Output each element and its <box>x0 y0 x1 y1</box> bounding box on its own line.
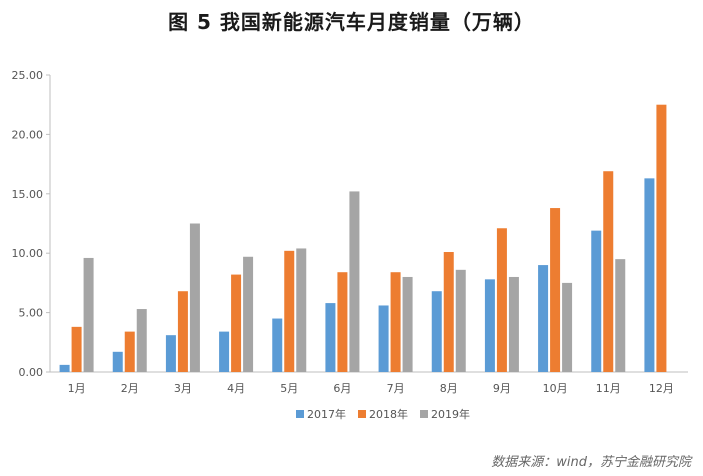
bar-2017年-5月 <box>272 318 283 372</box>
y-tick-label: 25.00 <box>12 69 44 82</box>
bar-2018年-10月 <box>550 208 561 372</box>
bar-2019年-7月 <box>402 276 413 372</box>
bar-2018年-9月 <box>496 228 507 372</box>
bar-2019年-9月 <box>508 276 519 372</box>
x-tick-label: 12月 <box>649 382 674 395</box>
bar-2017年-8月 <box>431 291 442 372</box>
source-note: 数据来源：wind，苏宁金融研究院 <box>491 455 691 470</box>
bar-2018年-7月 <box>390 272 401 372</box>
bar-2019年-2月 <box>136 309 147 372</box>
bar-2018年-8月 <box>443 252 454 372</box>
bar-2019年-3月 <box>189 223 200 372</box>
legend: 2017年 2018年 2019年 <box>296 407 470 421</box>
bar-2017年-2月 <box>112 351 123 372</box>
x-axis: 1月 2月 3月 4月 5月 6月 7月 8月 9月 10月 11月 12月 <box>50 371 688 395</box>
bar-2018年-2月 <box>124 331 135 372</box>
bar-2017年-7月 <box>378 305 389 372</box>
legend-swatch <box>296 410 304 418</box>
y-tick-label: 0.00 <box>19 366 44 379</box>
bar-2018年-5月 <box>284 250 295 372</box>
bar-2019年-5月 <box>296 248 307 372</box>
bar-2018年-12月 <box>656 104 667 372</box>
bar-2018年-3月 <box>177 291 188 372</box>
x-tick-label: 3月 <box>174 382 192 395</box>
bars <box>59 104 667 372</box>
chart-title: 图 5 我国新能源汽车月度销量（万辆） <box>168 10 535 34</box>
bar-2019年-10月 <box>562 282 573 372</box>
x-tick-label: 11月 <box>596 382 621 395</box>
bar-2017年-1月 <box>59 364 70 372</box>
bar-2017年-9月 <box>484 279 495 372</box>
bar-2017年-4月 <box>219 331 230 372</box>
bar-2019年-6月 <box>349 191 360 372</box>
x-tick-label: 9月 <box>493 382 511 395</box>
x-tick-label: 4月 <box>227 382 245 395</box>
legend-swatch <box>358 410 366 418</box>
x-tick-label: 5月 <box>280 382 298 395</box>
bar-2017年-12月 <box>644 178 655 372</box>
y-tick-label: 15.00 <box>12 188 44 201</box>
bar-2017年-6月 <box>325 303 336 372</box>
bar-2017年-3月 <box>165 335 176 372</box>
bar-2019年-8月 <box>455 269 466 372</box>
x-tick-label: 7月 <box>387 382 405 395</box>
bar-2018年-6月 <box>337 272 348 372</box>
x-tick-label: 6月 <box>333 382 351 395</box>
x-tick-label: 8月 <box>440 382 458 395</box>
y-tick-label: 5.00 <box>19 307 44 320</box>
bar-2018年-1月 <box>71 326 82 372</box>
bar-2017年-10月 <box>538 265 549 372</box>
bar-2019年-11月 <box>615 259 626 372</box>
bar-2018年-11月 <box>603 171 614 372</box>
x-tick-label: 1月 <box>68 382 86 395</box>
y-tick-label: 20.00 <box>12 128 44 141</box>
legend-swatch <box>420 410 428 418</box>
legend-label: 2018年 <box>369 407 408 421</box>
legend-label: 2017年 <box>307 407 346 421</box>
x-tick-label: 2月 <box>121 382 139 395</box>
y-tick-label: 10.00 <box>12 247 44 260</box>
legend-label: 2019年 <box>431 407 470 421</box>
x-tick-label: 10月 <box>543 382 568 395</box>
bar-2017年-11月 <box>591 230 602 372</box>
y-axis: 0.00 5.00 10.00 15.00 20.00 25.00 <box>12 69 51 379</box>
bar-2019年-4月 <box>243 256 254 372</box>
bar-2018年-4月 <box>231 274 242 372</box>
bar-2019年-1月 <box>83 257 94 372</box>
